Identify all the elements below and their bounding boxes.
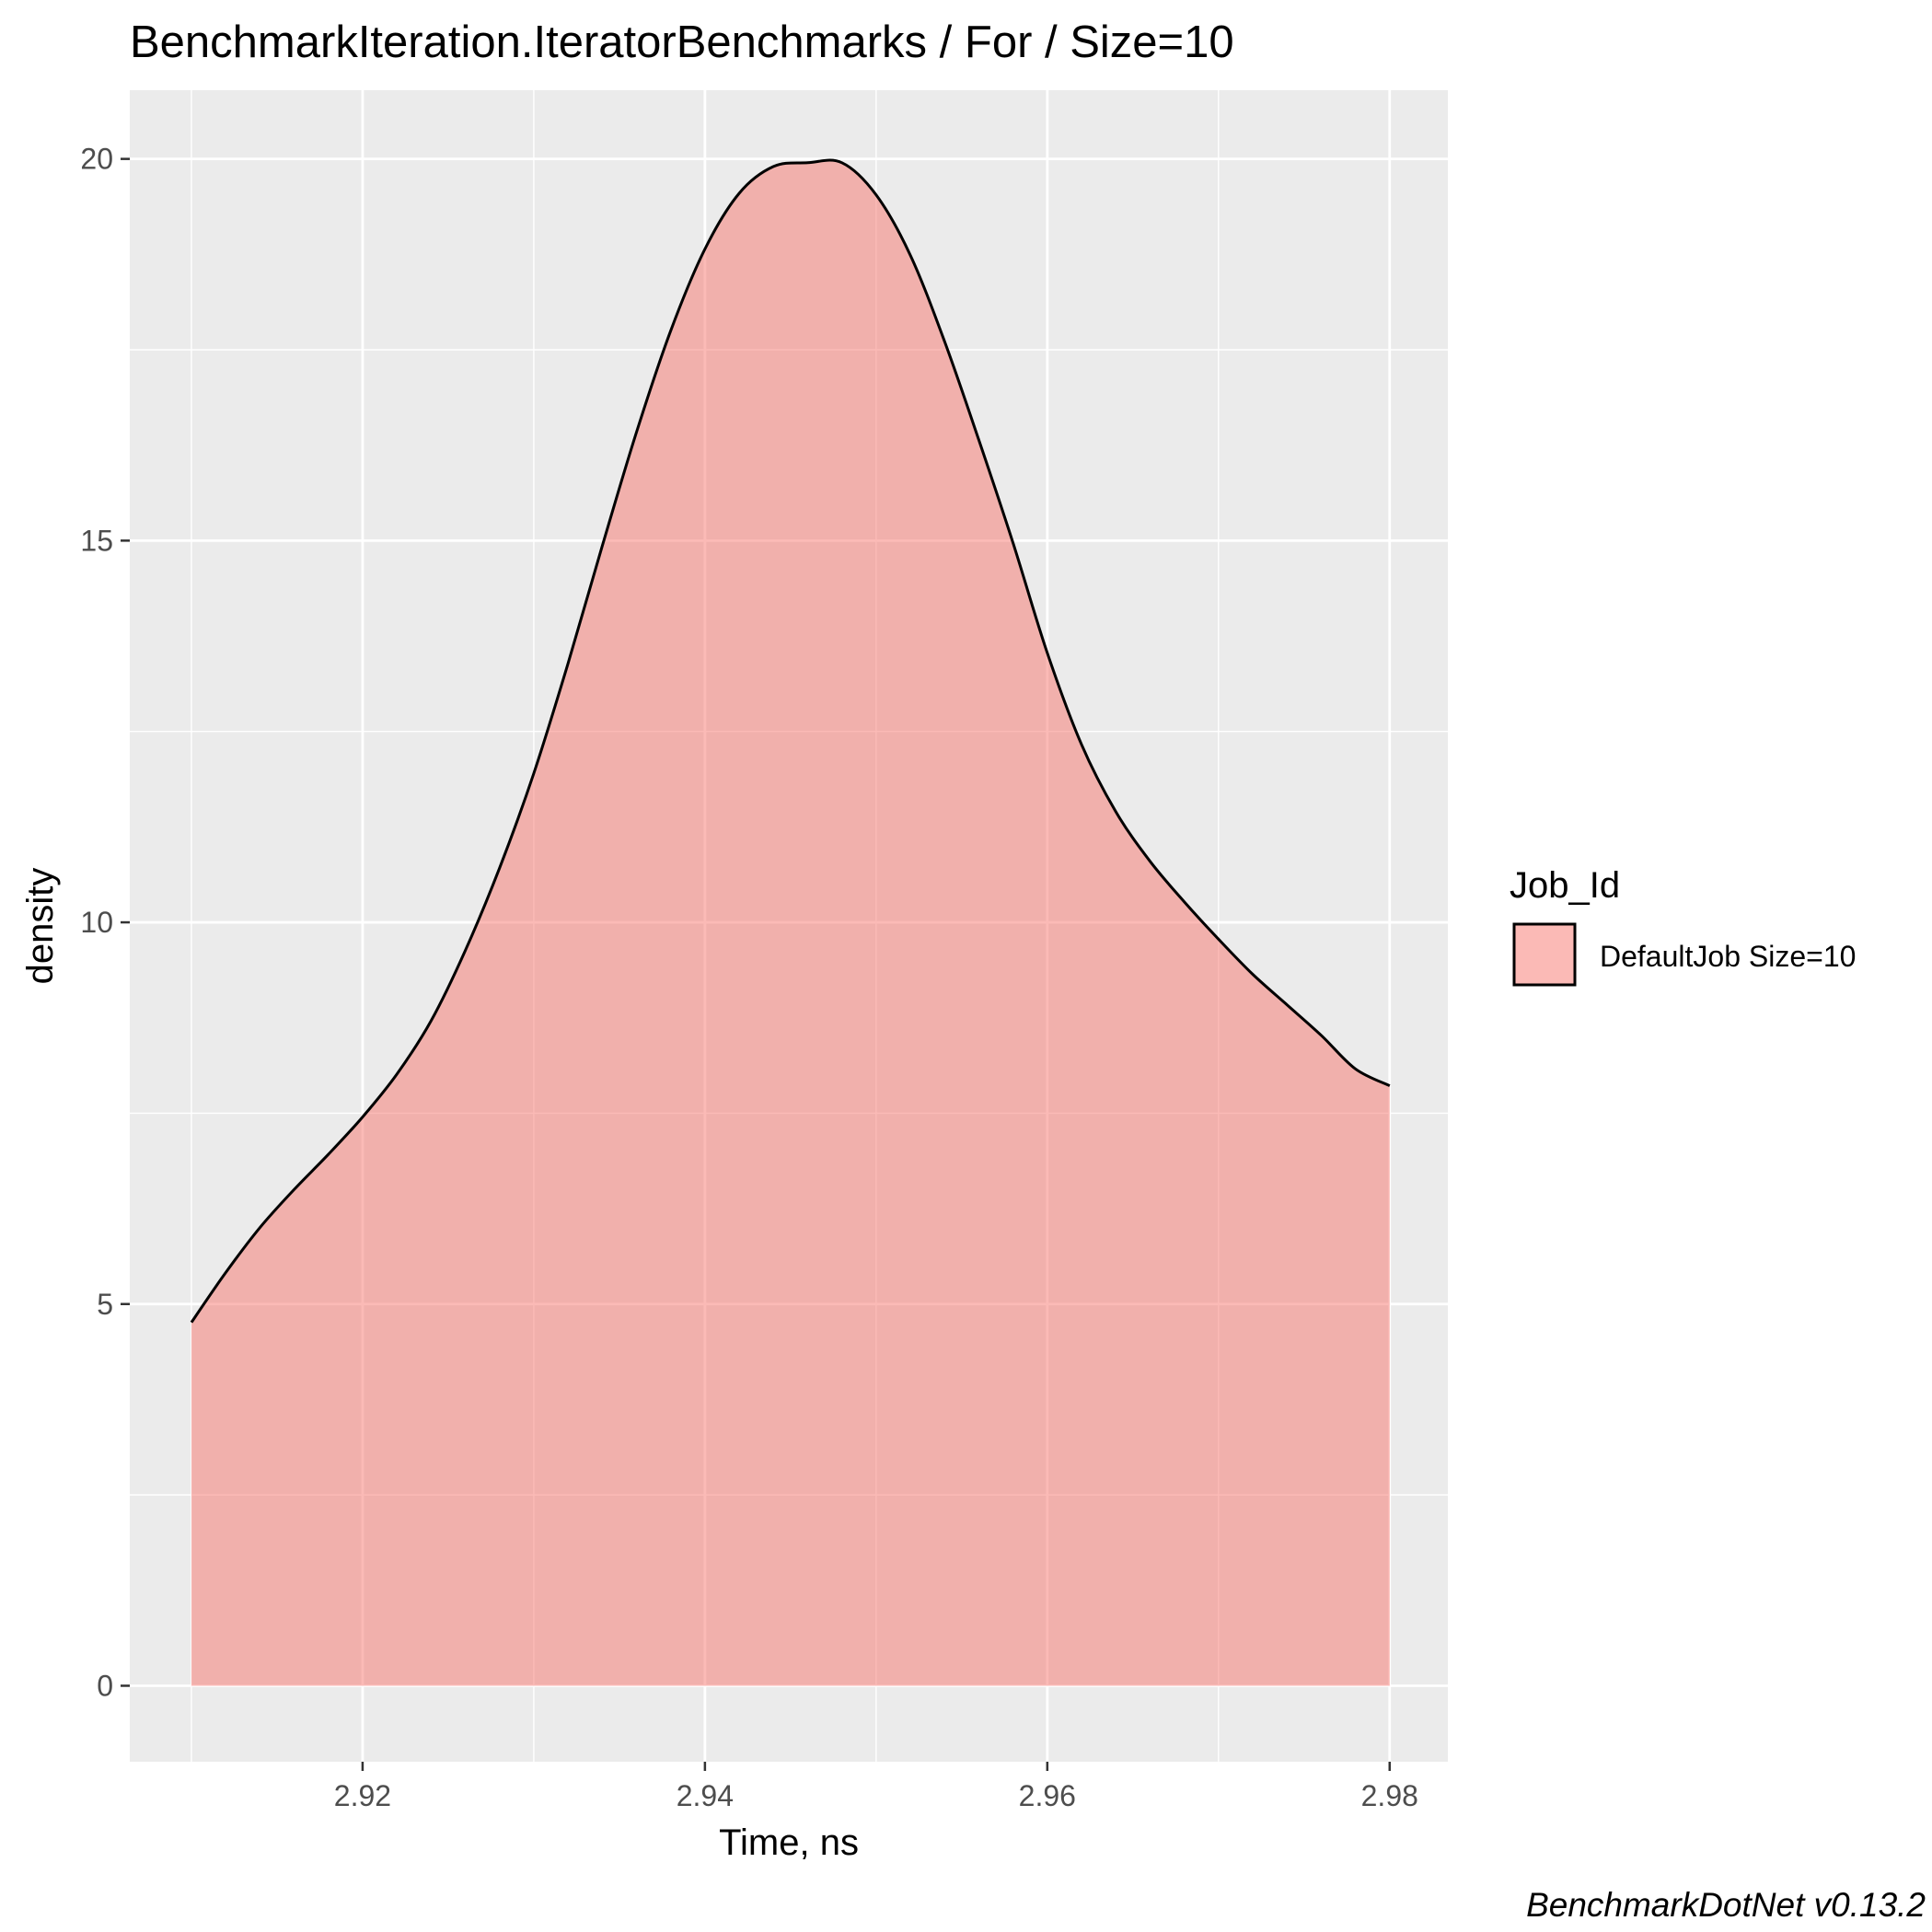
legend: Job_Id DefaultJob Size=10 <box>1510 865 1856 987</box>
density-area <box>191 160 1390 1686</box>
density-line <box>190 158 1391 1324</box>
caption: BenchmarkDotNet v0.13.2 <box>1526 1886 1926 1924</box>
x-tick-label: 2.92 <box>334 1779 391 1812</box>
y-tick-label: 0 <box>97 1669 113 1702</box>
y-axis-title: density <box>20 868 61 985</box>
legend-title: Job_Id <box>1510 865 1620 906</box>
x-axis: 2.92 2.94 2.96 2.98 <box>334 1762 1418 1812</box>
y-axis: 0 5 10 15 20 <box>80 143 130 1702</box>
chart-title: BenchmarkIteration.IteratorBenchmarks / … <box>130 17 1234 67</box>
legend-label: DefaultJob Size=10 <box>1600 940 1856 973</box>
y-tick-label: 15 <box>80 524 113 557</box>
y-tick-label: 10 <box>80 906 113 939</box>
y-tick-label: 20 <box>80 143 113 176</box>
x-tick-label: 2.96 <box>1019 1779 1076 1812</box>
x-tick-label: 2.98 <box>1361 1779 1418 1812</box>
y-tick-label: 5 <box>97 1288 113 1321</box>
x-axis-title: Time, ns <box>719 1822 859 1863</box>
legend-key <box>1512 922 1577 987</box>
x-tick-label: 2.94 <box>677 1779 734 1812</box>
